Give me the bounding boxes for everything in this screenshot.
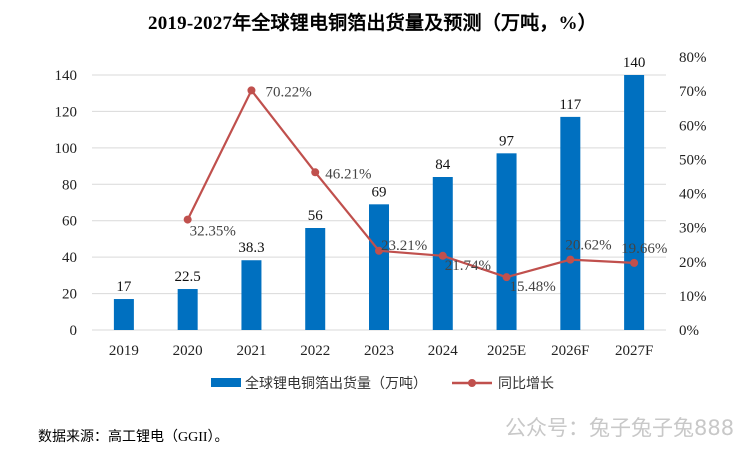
right-axis-tick-label: 0%	[679, 323, 699, 339]
left-axis-tick-label: 100	[55, 141, 78, 157]
bar-data-label: 117	[559, 97, 581, 113]
bar-data-labels: 17 22.5 38.3 56 69 84 97 117 140	[116, 55, 645, 295]
bar	[113, 299, 134, 330]
growth-data-label: 46.21%	[325, 166, 371, 182]
growth-marker	[247, 86, 256, 95]
x-axis-tick-label: 2025E	[487, 343, 526, 359]
growth-data-label: 19.66%	[621, 241, 667, 257]
left-axis-tick-label: 120	[55, 104, 78, 120]
left-axis-tick-label: 80	[62, 177, 77, 193]
right-axis-ticks: 0% 10% 20% 30% 40% 50% 60% 70% 80%	[679, 50, 707, 339]
legend: 全球锂电铜箔出货量（万吨） 同比增长	[211, 375, 554, 392]
x-axis-ticks: 2019 2020 2021 2022 2023 2024 2025E 2026F 2027F	[109, 343, 653, 359]
left-axis-tick-label: 40	[62, 250, 77, 266]
x-axis-tick-label: 2019	[109, 343, 139, 359]
growth-marker	[183, 215, 192, 224]
left-axis-tick-label: 60	[62, 214, 77, 230]
bar	[496, 153, 517, 330]
bar-series	[113, 75, 645, 331]
growth-data-label: 23.21%	[381, 238, 427, 254]
x-axis-tick-label: 2026F	[551, 343, 589, 359]
growth-data-label: 15.48%	[510, 279, 556, 295]
right-axis-tick-label: 10%	[679, 289, 707, 305]
bar-data-label: 84	[435, 157, 451, 173]
bar-data-label: 17	[116, 279, 132, 295]
growth-data-labels: 32.35% 70.22% 46.21% 23.21% 21.74% 15.48% 20.6…	[190, 84, 668, 295]
growth-line	[186, 88, 635, 279]
watermark: 公众号：兔子兔子兔888	[505, 416, 735, 440]
bar-data-label: 69	[372, 184, 387, 200]
legend-label-bar: 全球锂电铜箔出货量（万吨）	[245, 375, 427, 392]
x-axis-tick-label: 2022	[300, 343, 330, 359]
growth-marker	[502, 273, 511, 282]
x-axis-tick-label: 2020	[173, 343, 203, 359]
growth-marker	[438, 251, 447, 260]
left-axis-ticks: 0 20 40 60 80 100 120 140	[55, 68, 78, 339]
growth-marker	[375, 246, 383, 255]
bar	[369, 204, 389, 330]
bar	[560, 116, 581, 331]
bar-data-label: 140	[623, 55, 646, 71]
x-axis-tick-label: 2023	[364, 343, 394, 359]
right-axis-tick-label: 70%	[679, 84, 707, 100]
growth-data-label: 21.74%	[445, 258, 491, 274]
right-axis-tick-label: 40%	[679, 187, 707, 203]
growth-data-label: 70.22%	[265, 84, 311, 100]
chart-title: 2019-2027年全球锂电铜箔出货量及预测（万吨，%）	[148, 13, 597, 34]
left-axis-tick-label: 0	[70, 323, 78, 339]
bar-data-label: 56	[308, 208, 324, 224]
x-axis-tick-label: 2027F	[615, 343, 653, 359]
bar-data-label: 38.3	[238, 240, 264, 256]
growth-marker	[311, 168, 320, 177]
right-axis-tick-label: 50%	[679, 152, 707, 168]
x-axis-tick-label: 2024	[428, 343, 459, 359]
data-source-note: 数据来源：高工锂电（GGII）。	[38, 430, 229, 445]
growth-data-label: 20.62%	[565, 238, 611, 254]
right-axis-tick-label: 30%	[679, 221, 707, 237]
legend-swatch-bar	[211, 378, 241, 387]
right-axis-tick-label: 20%	[679, 255, 707, 271]
x-axis-tick-label: 2021	[236, 343, 266, 359]
left-axis-tick-label: 20	[62, 287, 77, 303]
legend-label-line: 同比增长	[498, 376, 554, 392]
right-axis-tick-label: 60%	[679, 118, 707, 134]
growth-data-label: 32.35%	[190, 224, 236, 240]
growth-line-series	[183, 86, 639, 282]
growth-marker	[566, 255, 575, 264]
bar	[177, 289, 198, 330]
bar	[241, 260, 262, 330]
bar	[305, 228, 326, 330]
bar-data-label: 97	[499, 133, 515, 149]
legend-swatch-marker	[468, 379, 476, 387]
left-axis-tick-label: 140	[55, 68, 78, 84]
bar	[624, 75, 645, 330]
right-axis-tick-label: 80%	[679, 50, 707, 66]
bar-data-label: 22.5	[175, 269, 201, 285]
growth-marker	[630, 258, 639, 267]
